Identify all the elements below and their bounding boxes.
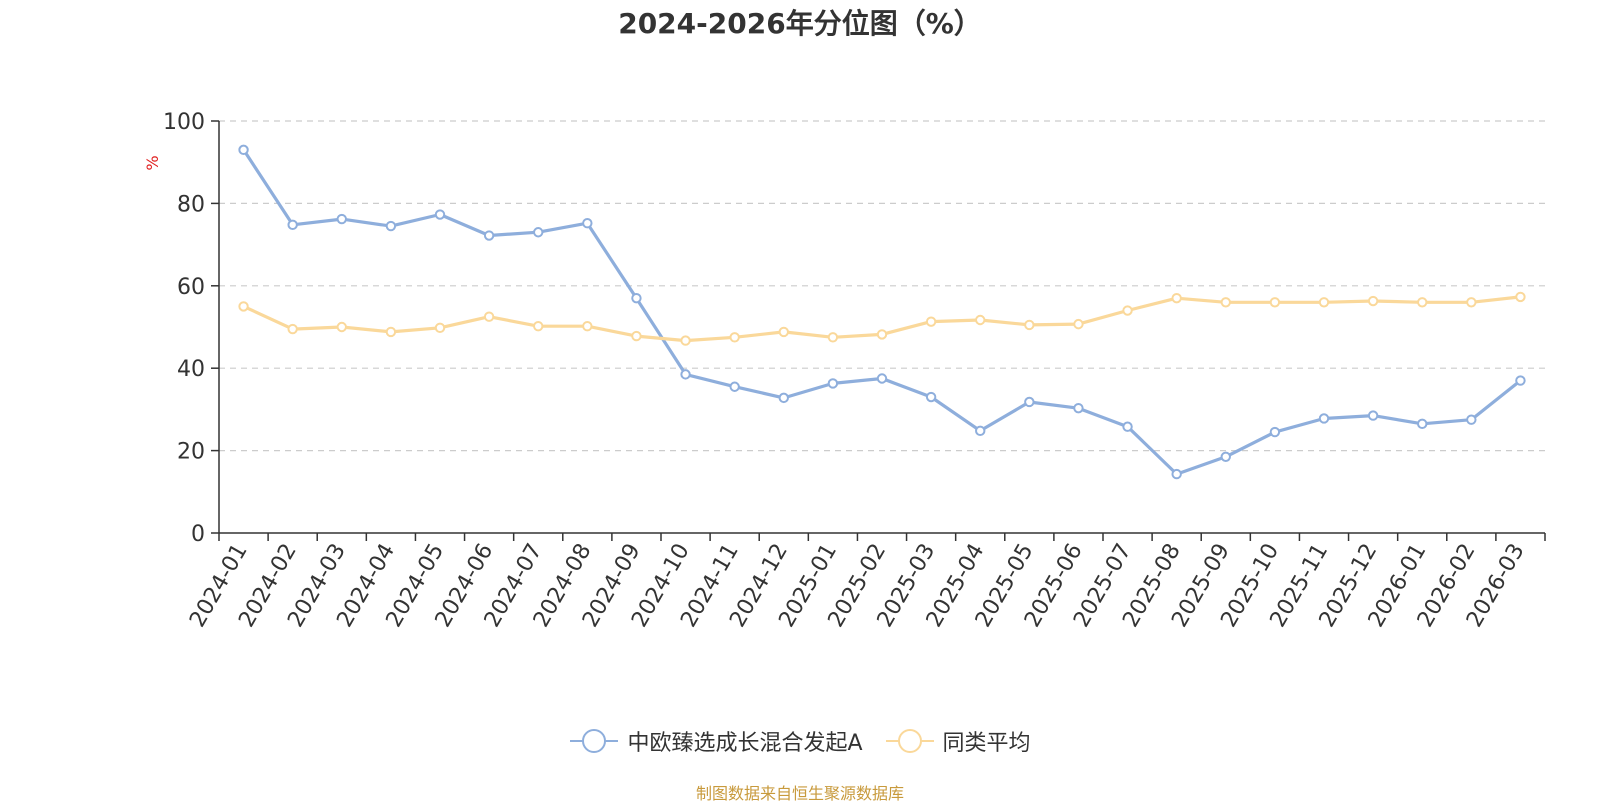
data-point[interactable] [583, 219, 591, 227]
data-point[interactable] [632, 294, 640, 302]
data-point[interactable] [1271, 298, 1279, 306]
data-point[interactable] [780, 394, 788, 402]
data-point[interactable] [436, 210, 444, 218]
data-point[interactable] [1123, 306, 1131, 314]
data-point[interactable] [829, 379, 837, 387]
data-point[interactable] [1222, 453, 1230, 461]
data-point[interactable] [730, 333, 738, 341]
data-point[interactable] [534, 322, 542, 330]
source-note: 制图数据来自恒生聚源数据库 [0, 780, 1600, 804]
y-tick-label: 100 [163, 110, 205, 135]
data-point[interactable] [387, 328, 395, 336]
data-point[interactable] [1418, 298, 1426, 306]
chart-plot: 0204060801002024-012024-022024-032024-04… [0, 0, 1600, 800]
data-point[interactable] [338, 215, 346, 223]
data-point[interactable] [681, 370, 689, 378]
data-point[interactable] [1320, 414, 1328, 422]
grid-lines [219, 121, 1545, 451]
series-lines [239, 146, 1524, 479]
axes: 0204060801002024-012024-022024-032024-04… [163, 110, 1545, 632]
data-point[interactable] [485, 313, 493, 321]
data-point[interactable] [976, 316, 984, 324]
data-point[interactable] [288, 325, 296, 333]
data-point[interactable] [1271, 428, 1279, 436]
data-point[interactable] [1025, 321, 1033, 329]
data-point[interactable] [829, 333, 837, 341]
data-point[interactable] [1172, 470, 1180, 478]
data-point[interactable] [1074, 404, 1082, 412]
legend: 中欧臻选成长混合发起A 同类平均 [0, 723, 1600, 759]
data-point[interactable] [485, 231, 493, 239]
data-point[interactable] [927, 317, 935, 325]
legend-item[interactable]: 中欧臻选成长混合发起A [569, 725, 862, 757]
data-point[interactable] [878, 330, 886, 338]
data-point[interactable] [1467, 416, 1475, 424]
data-point[interactable] [1320, 298, 1328, 306]
legend-line-circle-icon [885, 726, 935, 756]
data-point[interactable] [632, 332, 640, 340]
y-tick-label: 0 [191, 522, 205, 547]
data-point[interactable] [1172, 294, 1180, 302]
data-point[interactable] [730, 383, 738, 391]
data-point[interactable] [976, 427, 984, 435]
data-point[interactable] [1074, 320, 1082, 328]
data-point[interactable] [1123, 423, 1131, 431]
data-point[interactable] [436, 324, 444, 332]
data-point[interactable] [239, 302, 247, 310]
data-point[interactable] [1025, 398, 1033, 406]
data-point[interactable] [1369, 411, 1377, 419]
legend-label: 同类平均 [943, 725, 1031, 757]
data-point[interactable] [780, 328, 788, 336]
y-axis-unit-label: % [143, 155, 162, 170]
data-point[interactable] [1467, 298, 1475, 306]
data-point[interactable] [288, 221, 296, 229]
data-point[interactable] [927, 393, 935, 401]
data-point[interactable] [681, 336, 689, 344]
legend-label: 中欧臻选成长混合发起A [627, 725, 862, 757]
data-point[interactable] [387, 222, 395, 230]
data-point[interactable] [1516, 293, 1524, 301]
legend-line-circle-icon [569, 726, 619, 756]
y-tick-label: 20 [177, 440, 205, 465]
data-point[interactable] [1369, 297, 1377, 305]
series-line-0 [244, 150, 1521, 474]
data-point[interactable] [878, 374, 886, 382]
data-point[interactable] [338, 323, 346, 331]
data-point[interactable] [1418, 420, 1426, 428]
data-point[interactable] [583, 322, 591, 330]
data-point[interactable] [1516, 376, 1524, 384]
data-point[interactable] [239, 146, 247, 154]
y-tick-label: 80 [177, 192, 205, 217]
y-tick-label: 40 [177, 357, 205, 382]
data-point[interactable] [534, 228, 542, 236]
data-point[interactable] [1222, 298, 1230, 306]
legend-item[interactable]: 同类平均 [885, 725, 1031, 757]
y-tick-label: 60 [177, 275, 205, 300]
